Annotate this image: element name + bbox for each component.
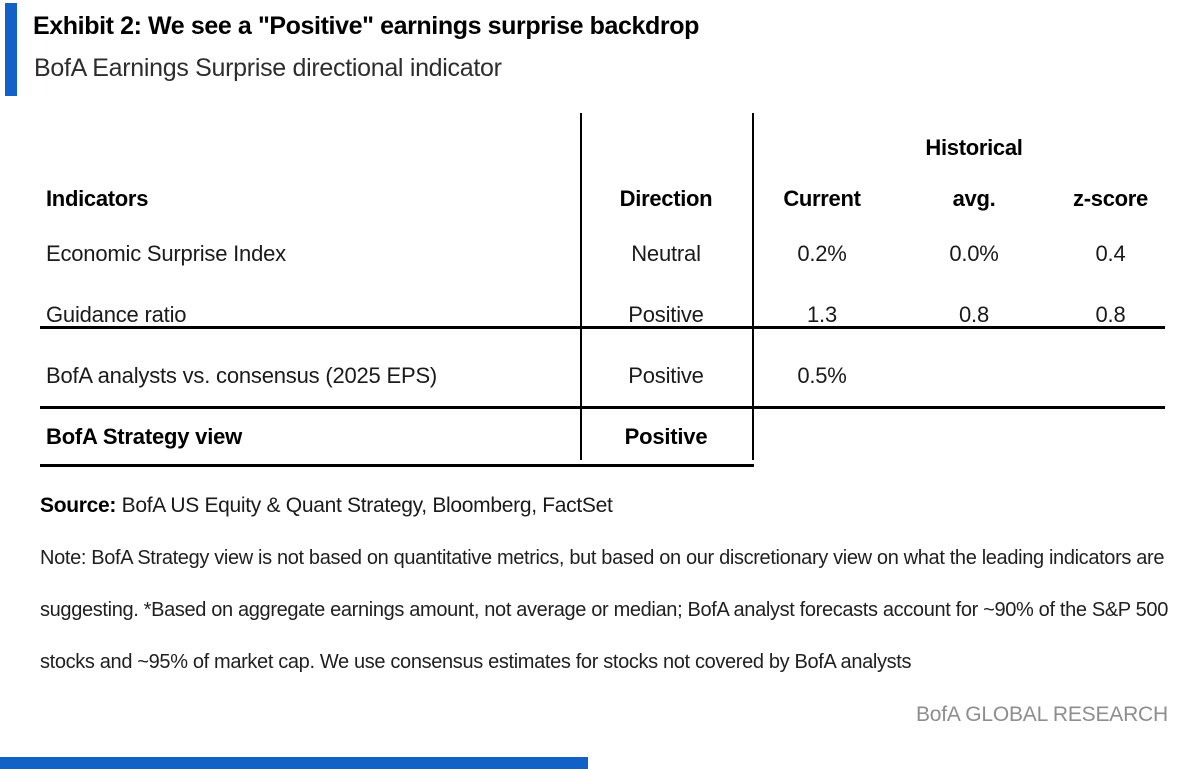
- current-cell: 0.2%: [797, 240, 847, 266]
- summary-bottom-rule: [40, 464, 754, 467]
- body-bottom-rule: [40, 406, 1165, 409]
- historical-group-header: Historical: [925, 135, 1023, 160]
- note-line: stocks and ~95% of market cap. We use co…: [40, 651, 912, 673]
- source-label: Source:: [40, 494, 117, 517]
- table-row: BofA analysts vs. consensus (2025 EPS) P…: [40, 345, 1165, 406]
- direction-cell: Positive: [628, 301, 704, 327]
- table-header: Historical Indicators Direction Current …: [40, 113, 1165, 220]
- note-line: Note: BofA Strategy view is not based on…: [40, 547, 1165, 569]
- exhibit-subtitle: BofA Earnings Surprise directional indic…: [34, 54, 502, 82]
- table-row: Economic Surprise Index Neutral 0.2% 0.0…: [40, 223, 1165, 284]
- indicators-column-header: Indicators: [46, 186, 149, 211]
- table-row: Guidance ratio Positive 1.3 0.8 0.8: [40, 284, 1165, 345]
- exhibit-title: Exhibit 2: We see a "Positive" earnings …: [33, 12, 699, 40]
- current-cell: 0.5%: [797, 362, 847, 388]
- avg-cell: 0.8: [959, 301, 989, 327]
- indicator-cell: Guidance ratio: [46, 301, 187, 327]
- avg-column-header: avg.: [952, 186, 996, 211]
- direction-cell: Positive: [628, 362, 704, 388]
- direction-cell: Neutral: [631, 240, 701, 266]
- note-line: suggesting. *Based on aggregate earnings…: [40, 599, 1168, 621]
- current-column-header: Current: [783, 186, 861, 211]
- strategy-label: BofA Strategy view: [46, 423, 243, 449]
- zscore-cell: 0.4: [1095, 240, 1126, 266]
- avg-cell: 0.0%: [949, 240, 999, 266]
- exhibit-accent-bar: [5, 3, 17, 96]
- zscore-cell: 0.8: [1095, 301, 1126, 327]
- indicator-cell: Economic Surprise Index: [46, 240, 286, 266]
- indicator-table: Historical Indicators Direction Current …: [40, 113, 1165, 467]
- zscore-column-header: z-score: [1073, 186, 1148, 211]
- source-text: BofA US Equity & Quant Strategy, Bloombe…: [116, 494, 613, 517]
- column-header-row: Indicators Direction Current avg. z-scor…: [40, 186, 1165, 212]
- strategy-summary-row: BofA Strategy view Positive: [40, 409, 1165, 464]
- column-divider-2: [752, 113, 754, 460]
- bottom-accent-bar: [0, 757, 588, 769]
- current-cell: 1.3: [807, 301, 837, 327]
- direction-column-header: Direction: [619, 186, 713, 211]
- strategy-direction: Positive: [624, 423, 708, 449]
- indicator-cell: BofA analysts vs. consensus (2025 EPS): [46, 362, 438, 388]
- column-divider-1: [580, 113, 582, 460]
- header-rule: [40, 326, 1165, 329]
- bofa-global-research-brand: BofA GLOBAL RESEARCH: [916, 703, 1168, 726]
- source-line: Source: BofA US Equity & Quant Strategy,…: [40, 494, 613, 518]
